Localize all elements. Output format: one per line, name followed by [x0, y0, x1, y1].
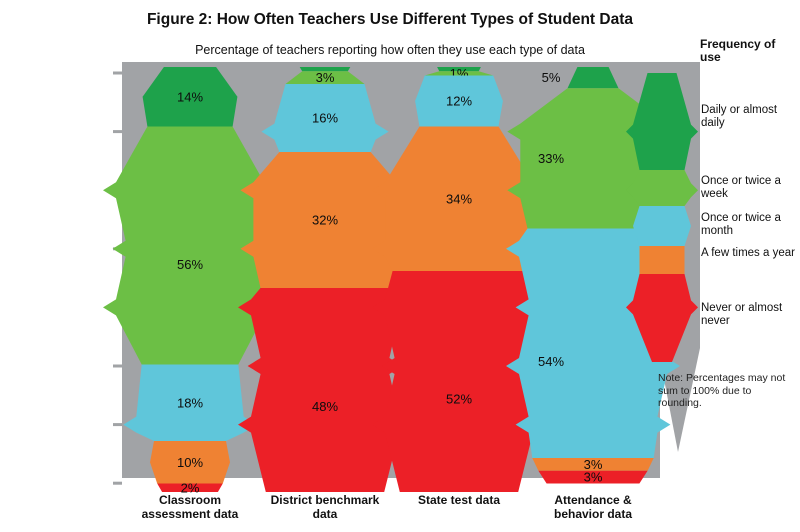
legend-swatch-never [626, 274, 698, 362]
segment-value-label: 5% [542, 70, 561, 85]
segment-attendance-behavior-data-never [538, 470, 648, 484]
legend-swatch-weekly [626, 170, 698, 206]
segment-attendance-behavior-data-daily [567, 67, 619, 89]
legend-title: Frequency of use [700, 37, 776, 65]
segment-classroom-assessment-data-daily [142, 67, 238, 127]
segment-district-benchmark-data-monthly [261, 84, 389, 152]
segment-classroom-assessment-data-few_times_year [150, 441, 230, 484]
segment-state-test-data-few_times_year [372, 126, 546, 271]
segment-value-label: 52% [446, 392, 472, 407]
segment-value-label: 3% [584, 470, 603, 485]
axis-tick-0 [113, 71, 122, 75]
legend-label-never: Never or almost never [701, 302, 783, 328]
segment-state-test-data-never [372, 271, 546, 492]
segment-value-label: 33% [538, 151, 564, 166]
segment-value-label: 12% [446, 94, 472, 109]
figure-title: Figure 2: How Often Teachers Use Differe… [146, 11, 634, 28]
segment-attendance-behavior-data-monthly [506, 228, 680, 458]
segment-value-label: 34% [446, 191, 472, 206]
legend-label-weekly: Once or twice a week [701, 175, 781, 201]
segment-district-benchmark-data-weekly [285, 71, 365, 84]
segment-district-benchmark-data-never [238, 288, 412, 492]
segment-district-benchmark-data-few_times_year [240, 152, 410, 288]
segment-classroom-assessment-data-never [157, 483, 223, 492]
segment-state-test-data-weekly [424, 71, 494, 76]
axis-tick-6 [113, 423, 122, 427]
category-label-1: Classroom assessment data [141, 493, 239, 521]
segment-value-label: 48% [312, 399, 338, 414]
axis-tick-1 [113, 130, 122, 134]
axis-tick-5 [113, 364, 122, 368]
segment-value-label: 3% [584, 457, 603, 472]
category-label-3: State test data [417, 493, 501, 507]
segment-classroom-assessment-data-weekly [103, 126, 277, 365]
footnote: Note: Percentages may not sum to 100% du… [658, 372, 786, 410]
legend-label-few-times-year: A few times a year [701, 247, 795, 259]
category-label-2: District benchmark data [270, 493, 380, 521]
legend-swatch-daily [626, 73, 698, 170]
segment-value-label: 3% [316, 70, 335, 85]
segment-attendance-behavior-data-few_times_year [532, 458, 654, 471]
legend-swatch-monthly [633, 206, 691, 246]
segment-value-label: 14% [177, 89, 203, 104]
segment-classroom-assessment-data-monthly [123, 364, 257, 441]
segment-value-label: 10% [177, 455, 203, 470]
segment-district-benchmark-data-daily [299, 67, 351, 72]
segment-state-test-data-monthly [415, 75, 503, 127]
legend-label-daily: Daily or almost daily [701, 104, 778, 130]
segment-value-label: 56% [177, 257, 203, 272]
axis-tick-7 [113, 481, 122, 485]
segment-value-label: 16% [312, 111, 338, 126]
segment-value-label: 32% [312, 213, 338, 228]
segment-state-test-data-daily [437, 67, 481, 72]
segment-value-label: 2% [181, 480, 200, 495]
category-label-4: Attendance & behavior data [553, 493, 633, 521]
legend-swatch-few_times_year [639, 246, 685, 274]
segment-value-label: 18% [177, 395, 203, 410]
legend-label-monthly: Once or twice a month [701, 212, 781, 238]
figure-subtitle: Percentage of teachers reporting how oft… [195, 43, 585, 57]
segment-value-label: 54% [538, 354, 564, 369]
